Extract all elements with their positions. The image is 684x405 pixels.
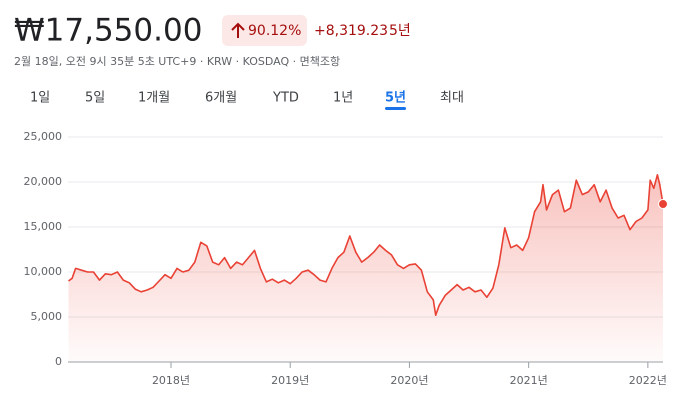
y-tick-label: 0	[55, 355, 62, 368]
price: ₩17,550.00	[14, 13, 202, 49]
tab[interactable]: 6개월	[205, 91, 237, 106]
plot: 0 5,000 10,000 15,000 20,000 25,000 2018년 2019년…	[24, 130, 668, 387]
area	[68, 174, 663, 362]
x-tick-label: 2018년	[152, 374, 190, 387]
tab[interactable]: YTD	[272, 91, 299, 106]
tab[interactable]: 5일	[85, 91, 105, 106]
tab[interactable]: 1개월	[138, 91, 170, 106]
y-tick-label: 20,000	[24, 175, 63, 188]
change: +8,319.23	[314, 23, 388, 39]
period: 5년	[389, 23, 411, 39]
down-up-arrow	[231, 22, 245, 38]
tab[interactable]: 1일	[30, 91, 50, 106]
subtitle: 2월 18일, 오전 9시 35분 5초 UTC+9 · KRW · KOSDA…	[14, 54, 340, 68]
last-point	[658, 199, 668, 210]
tab-underline	[385, 107, 407, 110]
tab[interactable]: 1년	[333, 91, 353, 106]
tabs: 1일 5일 1개월 6개월 YTD 1년 5년 최대	[30, 91, 464, 110]
change-badge	[222, 15, 307, 46]
y-tick-label: 10,000	[24, 265, 63, 278]
tab[interactable]: 5년	[385, 91, 406, 106]
change-pct: 90.12%	[248, 23, 301, 39]
y-tick-label: 15,000	[24, 220, 63, 233]
x-tick-label: 2020년	[390, 374, 428, 387]
x-tick-label: 2021년	[510, 374, 548, 387]
tab[interactable]: 최대	[440, 91, 464, 106]
y-tick-label: 5,000	[31, 310, 63, 323]
price-line	[68, 174, 664, 316]
y-tick-label: 25,000	[24, 130, 63, 143]
x-tick-label: 2022년	[629, 374, 667, 387]
x-tick-label: 2019년	[271, 374, 309, 387]
